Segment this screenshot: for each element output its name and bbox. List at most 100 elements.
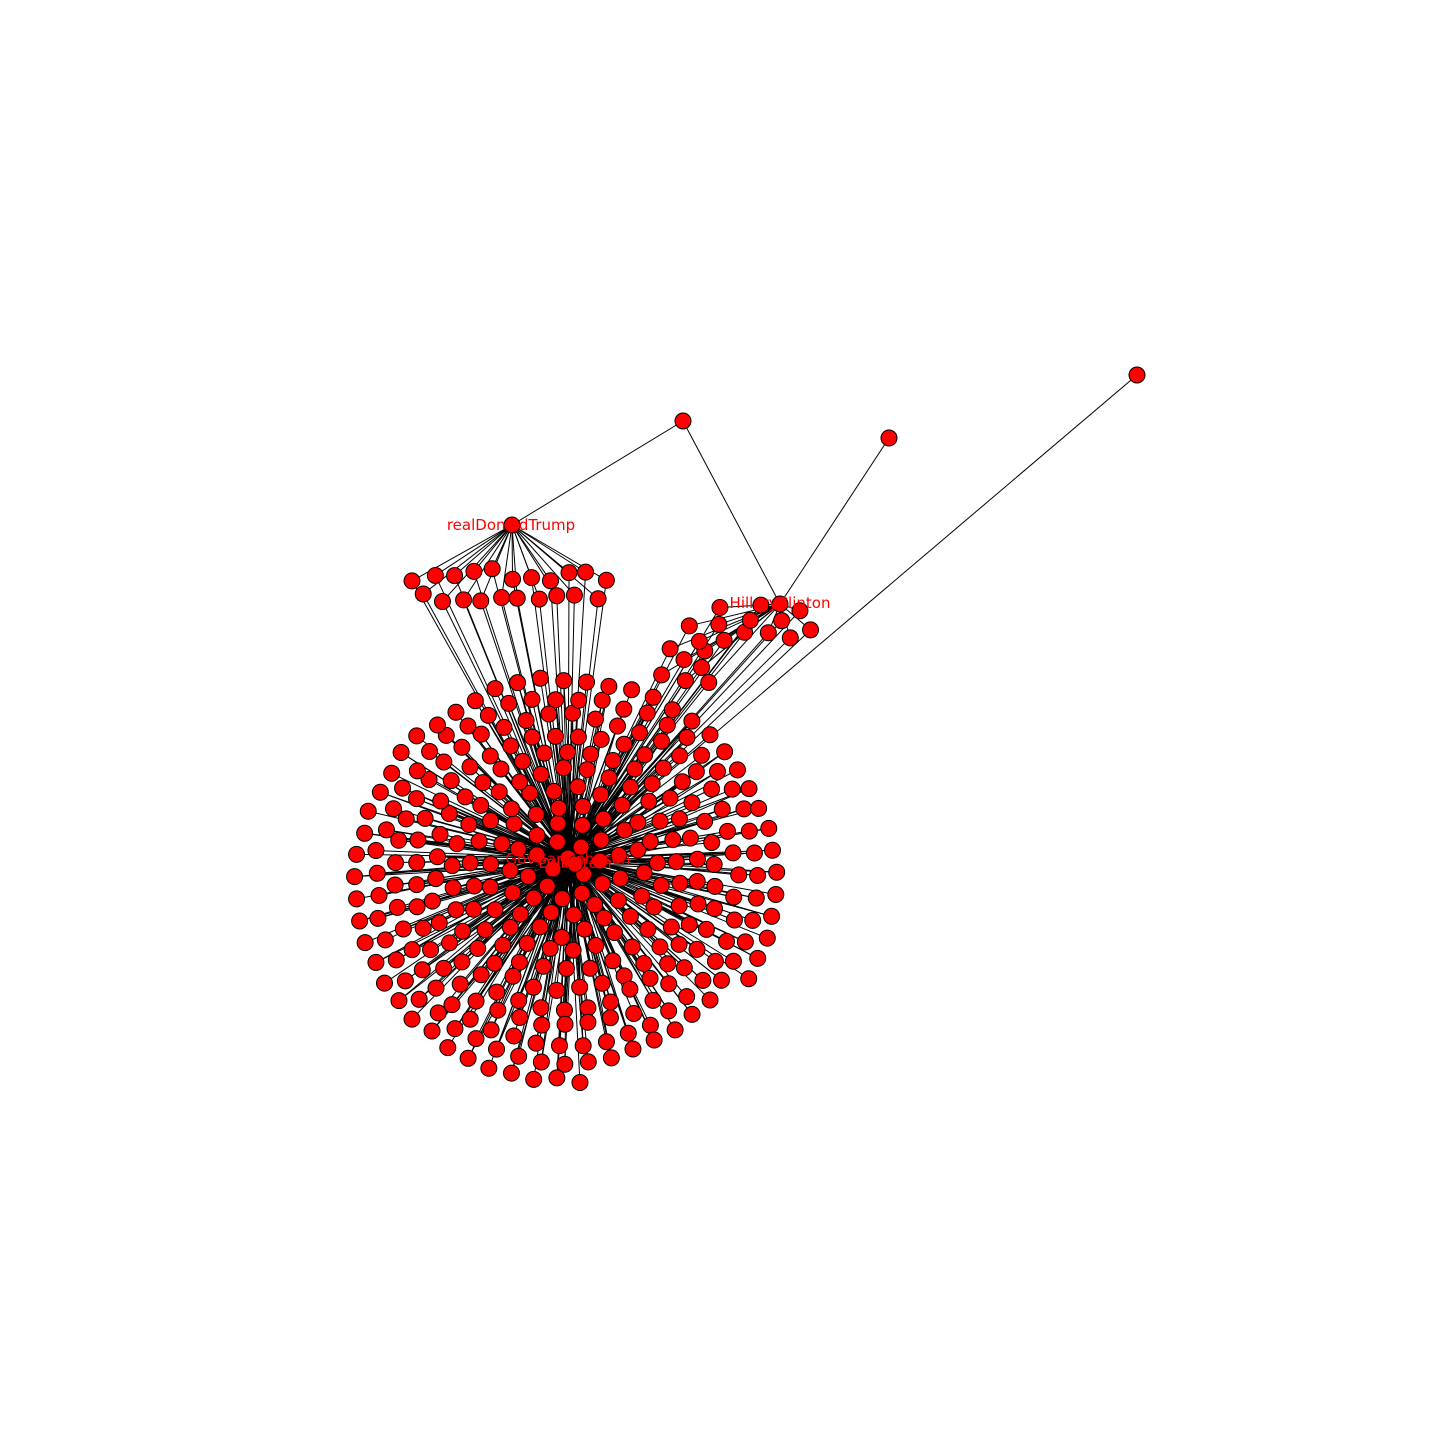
leaf-node (548, 587, 566, 605)
leaf-node (376, 931, 394, 949)
leaf-node (641, 969, 659, 987)
leaf-node (551, 1037, 569, 1055)
leaf-node (356, 824, 374, 842)
leaf-node (482, 855, 500, 873)
leaf-node (661, 640, 679, 658)
leaf-node (403, 572, 421, 590)
edge-johnson-leaf (405, 857, 569, 982)
leaf-node (544, 860, 562, 878)
leaf-node (760, 819, 778, 837)
leaf-node (579, 1013, 597, 1031)
leaf-node (432, 792, 450, 810)
leaf-node (667, 853, 685, 871)
leaf-node (368, 864, 386, 882)
leaf-node (502, 737, 520, 755)
leaf-node (528, 846, 546, 864)
leaf-node (595, 909, 613, 927)
leaf-node (619, 1024, 637, 1042)
leaf-node (683, 1005, 701, 1023)
nodes-layer (346, 366, 1146, 1092)
leaf-node (649, 854, 667, 872)
leaf-node (532, 1053, 550, 1071)
leaf-node (523, 728, 541, 746)
leaf-node (579, 1053, 597, 1071)
leaf-node (613, 796, 631, 814)
leaf-node (697, 920, 715, 938)
edge-johnson-trump-leaf (567, 598, 599, 859)
leaf-node (643, 775, 661, 793)
leaf-node (427, 979, 445, 997)
edge-johnson-leaf (531, 699, 569, 859)
leaf-node (703, 833, 721, 851)
leaf-node (578, 673, 596, 691)
leaf-node (501, 918, 519, 936)
leaf-node (703, 780, 721, 798)
leaf-node (408, 898, 426, 916)
leaf-node (500, 694, 518, 712)
leaf-node (422, 941, 440, 959)
leaf-node (764, 841, 782, 859)
leaf-node (514, 752, 532, 770)
leaf-node (678, 988, 696, 1006)
leaf-node (359, 802, 377, 820)
leaf-node (609, 891, 627, 909)
edge-johnson-leaf (567, 807, 759, 859)
leaf-node (572, 838, 590, 856)
leaf-node (525, 889, 543, 907)
leaf-node (531, 669, 549, 687)
leaf-node (423, 1022, 441, 1040)
leaf-node (631, 724, 649, 742)
leaf-node (696, 812, 714, 830)
leaf-node (573, 816, 591, 834)
leaf-node (694, 971, 712, 989)
leaf-node (508, 589, 526, 607)
leaf-node (481, 878, 499, 896)
leaf-node (569, 778, 587, 796)
leaf-node (454, 922, 472, 940)
leaf-node (597, 1033, 615, 1051)
leaf-node (601, 1009, 619, 1027)
leaf-node (791, 602, 809, 620)
leaf-node (447, 703, 465, 721)
leaf-node (461, 758, 479, 776)
leaf-node (624, 1040, 642, 1058)
leaf-node (635, 955, 653, 973)
leaf-node (610, 846, 628, 864)
leaf-node (510, 991, 528, 1009)
leaf-node (528, 826, 546, 844)
leaf-node (387, 951, 405, 969)
leaf-node (653, 732, 671, 750)
leaf-node (651, 812, 669, 830)
leaf-node (629, 813, 647, 831)
leaf-node (681, 829, 699, 847)
leaf-node (592, 730, 610, 748)
leaf-node (488, 1040, 506, 1058)
leaf-node (728, 761, 746, 779)
leaf-node (644, 991, 662, 1009)
leaf-node (465, 900, 483, 918)
leaf-node (592, 831, 610, 849)
leaf-node (367, 842, 385, 860)
leaf-node (740, 970, 758, 988)
edge-johnson-leaf (488, 857, 569, 1069)
leaf-node (556, 1015, 574, 1033)
leaf-node (713, 800, 731, 818)
leaf-node (639, 920, 657, 938)
leaf-node (621, 907, 639, 925)
leaf-node (375, 974, 393, 992)
leaf-node (530, 590, 548, 608)
leaf-node (709, 763, 727, 781)
leaf-node (716, 743, 734, 761)
edge-johnson-leaf (396, 857, 569, 961)
leaf-node (538, 877, 556, 895)
leaf-node (403, 941, 421, 959)
leaf-node (504, 967, 522, 985)
leaf-node (724, 844, 742, 862)
leaf-node (670, 897, 688, 915)
leaf-node (408, 762, 426, 780)
leaf-node (652, 876, 670, 894)
leaf-node (448, 835, 466, 853)
leaf-node (348, 845, 366, 863)
leaf-node (481, 747, 499, 765)
leaf-node (763, 907, 781, 925)
